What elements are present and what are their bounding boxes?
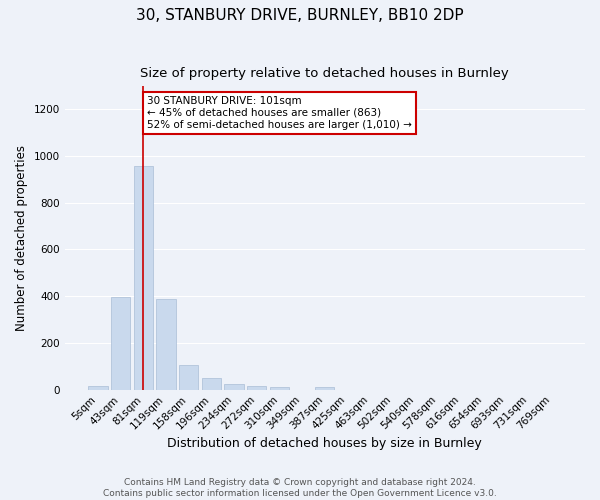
Text: Contains HM Land Registry data © Crown copyright and database right 2024.
Contai: Contains HM Land Registry data © Crown c…: [103, 478, 497, 498]
Text: 30 STANBURY DRIVE: 101sqm
← 45% of detached houses are smaller (863)
52% of semi: 30 STANBURY DRIVE: 101sqm ← 45% of detac…: [147, 96, 412, 130]
Bar: [179, 365, 199, 390]
Bar: [134, 166, 153, 390]
Title: Size of property relative to detached houses in Burnley: Size of property relative to detached ho…: [140, 68, 509, 80]
Bar: [247, 386, 266, 390]
Bar: [224, 384, 244, 390]
Bar: [202, 378, 221, 390]
Text: 30, STANBURY DRIVE, BURNLEY, BB10 2DP: 30, STANBURY DRIVE, BURNLEY, BB10 2DP: [136, 8, 464, 22]
Bar: [157, 298, 176, 390]
X-axis label: Distribution of detached houses by size in Burnley: Distribution of detached houses by size …: [167, 437, 482, 450]
Bar: [315, 387, 334, 390]
Y-axis label: Number of detached properties: Number of detached properties: [15, 145, 28, 331]
Bar: [88, 386, 107, 390]
Bar: [270, 387, 289, 390]
Bar: [111, 298, 130, 390]
